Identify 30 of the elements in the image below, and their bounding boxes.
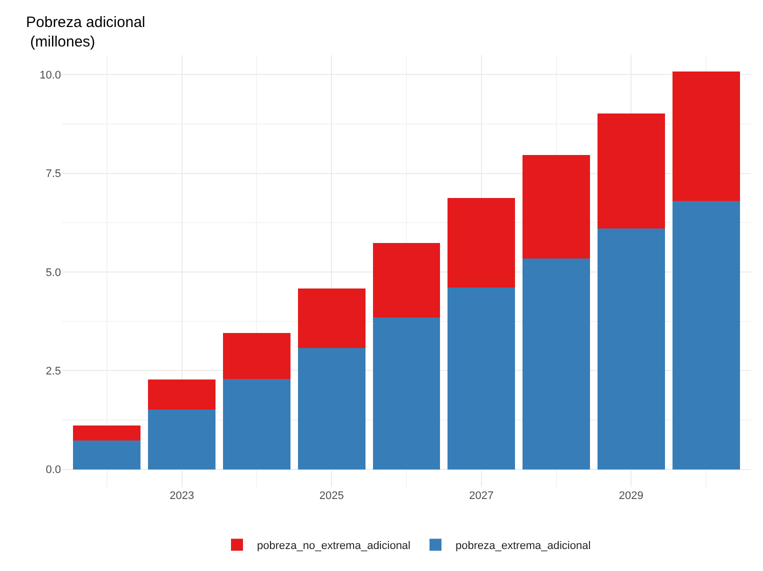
y-tick-label: 7.5 bbox=[46, 168, 61, 180]
legend-label: pobreza_extrema_adicional bbox=[456, 540, 591, 552]
bar bbox=[372, 317, 440, 470]
x-tick-label: 2025 bbox=[319, 490, 344, 502]
x-tick-label: 2027 bbox=[469, 490, 494, 502]
bar bbox=[148, 380, 216, 410]
bar bbox=[448, 198, 516, 288]
legend-label: pobreza_no_extrema_adicional bbox=[257, 540, 410, 552]
bar bbox=[298, 288, 366, 348]
x-tick-label: 2029 bbox=[618, 490, 644, 502]
x-tick-label: 2023 bbox=[170, 490, 194, 502]
y-tick-label: 5.0 bbox=[46, 266, 61, 279]
y-tick-label: 10.0 bbox=[40, 70, 61, 82]
bar bbox=[372, 242, 440, 318]
bar bbox=[522, 258, 590, 470]
bar bbox=[448, 287, 516, 470]
bar bbox=[522, 155, 590, 259]
bar bbox=[73, 425, 141, 440]
bar bbox=[298, 348, 366, 470]
bar bbox=[597, 113, 665, 229]
bar bbox=[672, 72, 740, 201]
y-axis-title: Pobreza adicional (millones) bbox=[26, 14, 146, 50]
bar bbox=[672, 200, 740, 470]
bar bbox=[148, 410, 216, 470]
y-tick-label: 0.0 bbox=[46, 464, 61, 476]
y-tick-label: 2.5 bbox=[46, 365, 61, 378]
bar bbox=[223, 333, 290, 379]
bar bbox=[597, 228, 665, 470]
bar bbox=[73, 440, 141, 470]
bar bbox=[223, 378, 290, 470]
